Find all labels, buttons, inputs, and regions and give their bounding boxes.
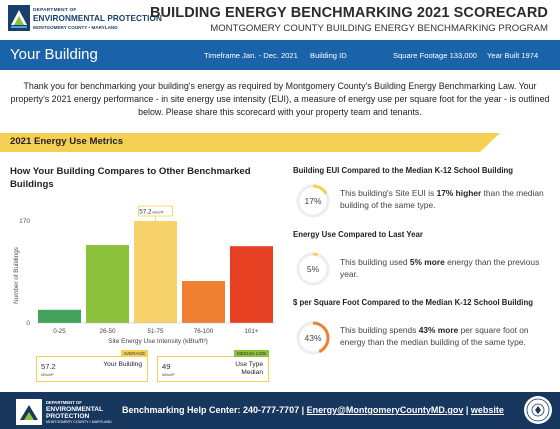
median-value: 49	[162, 362, 171, 371]
email-link[interactable]: Energy@MontgomeryCountyMD.gov	[306, 405, 464, 415]
section-title: 2021 Energy Use Metrics	[10, 136, 124, 147]
timeframe: Timeframe Jan. - Dec. 2021	[204, 51, 298, 60]
metric-2-text: This building used 5% more energy than t…	[340, 257, 545, 280]
highlight-unit-label: kBtu/ft²	[153, 211, 165, 215]
y-tick-label: 0	[26, 320, 30, 327]
x-tick-label: 0-25	[53, 328, 66, 335]
metric-3-text-after: per square foot on energy than the media…	[340, 325, 529, 347]
metric-3-title: $ per Square Foot Compared to the Median…	[293, 298, 533, 307]
county-seal-icon	[524, 396, 552, 424]
metric-1-text-after: than the median building of the same typ…	[340, 188, 544, 210]
square-footage: Square Footage 133,000	[393, 51, 478, 60]
median-label: Use Type Median	[235, 361, 263, 376]
metric-2-ring: 5%	[296, 252, 330, 286]
x-axis-label: Site Energy Use Intensity (kBtu/ft²)	[108, 338, 208, 345]
bar-76-100	[182, 281, 225, 323]
page-header: DEPARTMENT OF ENVIRONMENTAL PROTECTION M…	[0, 0, 560, 40]
median-tag: MEDIAN LOW	[233, 350, 269, 357]
logo-dept-text: DEPARTMENT OF	[33, 8, 77, 13]
your-building-unit: kBtu/ft²	[41, 372, 54, 377]
page-footer: DEPARTMENT OF ENVIRONMENTAL PROTECTION M…	[0, 392, 560, 429]
bar-51-75	[134, 221, 177, 323]
x-tick-label: 51-75	[147, 328, 164, 335]
metric-3-text-bold: 43% more	[418, 325, 459, 335]
x-tick-label: 26-50	[99, 328, 116, 335]
median-unit: kBtu/ft²	[162, 372, 175, 377]
footer-separator: |	[463, 405, 471, 415]
footer-logo-icon	[16, 399, 42, 425]
metric-1-text-bold: 17% higher	[436, 188, 482, 198]
your-building-tag: AVERAGE	[120, 350, 148, 357]
bar-101+	[230, 246, 273, 323]
footer-logo-name-2: PROTECTION	[46, 413, 90, 420]
metric-3-ring: 43%	[296, 321, 330, 355]
metric-3-text: This building spends 43% more per square…	[340, 325, 545, 348]
footer-logo-name-1: ENVIRONMENTAL	[46, 406, 104, 413]
metric-1-text: This building's Site EUI is 17% higher t…	[340, 188, 545, 211]
highlight-value-label: 57.2	[139, 209, 152, 216]
metric-3-text-before: This building spends	[340, 325, 419, 335]
logo-name-text: ENVIRONMENTAL PROTECTION	[33, 14, 163, 23]
footer-logo-dept: DEPARTMENT OF	[46, 400, 82, 405]
x-tick-label: 101+	[244, 328, 259, 335]
your-building-value: 57.2	[41, 362, 56, 371]
ring-fill	[296, 252, 330, 286]
metric-2-text-after: energy than the previous year.	[340, 257, 540, 279]
y-axis-label: Number of Buildings	[13, 247, 20, 304]
ring-fill	[296, 184, 330, 218]
your-building-box: AVERAGE 57.2 kBtu/ft² Your Building	[36, 350, 148, 382]
year-built: Year Built 1974	[487, 51, 539, 60]
metric-2-title: Energy Use Compared to Last Year	[293, 230, 423, 239]
chart-title: How Your Building Compares to Other Benc…	[10, 166, 251, 190]
building-name: Your Building	[10, 46, 98, 63]
metric-1-ring: 17%	[296, 184, 330, 218]
building-info-bar: Your Building Timeframe Jan. - Dec. 2021…	[0, 40, 560, 70]
ring-percent: 5%	[307, 264, 320, 274]
scorecard-title: BUILDING ENERGY BENCHMARKING 2021 SCOREC…	[149, 5, 548, 21]
intro-paragraph: Thank you for benchmarking your building…	[10, 81, 550, 117]
building-id: Building ID	[310, 51, 347, 60]
dep-logo: DEPARTMENT OF ENVIRONMENTAL PROTECTION M…	[8, 5, 188, 35]
ring-percent: 43%	[304, 333, 321, 343]
help-center-label: Benchmarking Help Center: 240-777-7707 |	[122, 405, 307, 415]
metric-1-title: Building EUI Compared to the Median K-12…	[293, 166, 514, 175]
ring-fill	[296, 321, 330, 355]
footer-logo-county: MONTGOMERY COUNTY • MARYLAND	[46, 420, 112, 424]
footer-logo: DEPARTMENT OF ENVIRONMENTAL PROTECTION M…	[16, 397, 116, 425]
eui-distribution-chart: 170 0 Number of Buildings 0-25 26-50 51-75 76-…	[13, 205, 276, 345]
footer-logo-name: ENVIRONMENTAL PROTECTION	[46, 406, 103, 420]
y-tick-label: 170	[19, 218, 30, 225]
your-building-label: Your Building	[103, 361, 142, 368]
metric-2-text-before: This building used	[340, 257, 410, 267]
dep-logo-icon	[8, 5, 30, 31]
median-box: MEDIAN LOW 49 kBtu/ft² Use Type Median	[157, 350, 269, 382]
website-link[interactable]: website	[470, 405, 504, 415]
bar-0-25	[38, 309, 81, 323]
section-band: 2021 Energy Use Metrics	[0, 133, 500, 152]
metric-2-text-bold: 5% more	[409, 257, 445, 267]
scorecard-subtitle: MONTGOMERY COUNTY BUILDING ENERGY BENCHM…	[210, 23, 548, 34]
bar-26-50	[86, 245, 129, 323]
ring-percent: 17%	[304, 196, 321, 206]
x-tick-label: 76-100	[194, 328, 214, 335]
logo-county-text: MONTGOMERY COUNTY • MARYLAND	[33, 25, 118, 30]
metric-1-text-before: This building's Site EUI is	[340, 188, 437, 198]
help-center-text: Benchmarking Help Center: 240-777-7707 |…	[122, 405, 504, 415]
